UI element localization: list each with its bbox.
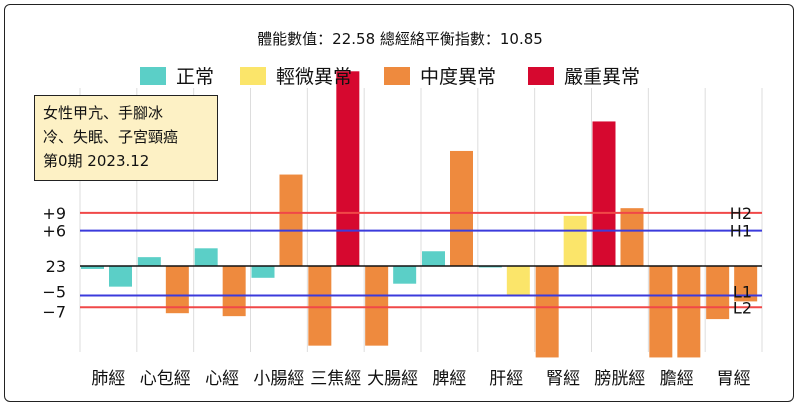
category-label: 三焦經 <box>310 369 361 389</box>
legend-label-moderate: 中度異常 <box>420 66 497 88</box>
bars <box>81 71 758 358</box>
reference-line-label: L1 <box>733 283 752 302</box>
category-label: 膽經 <box>660 369 694 389</box>
bar <box>422 251 445 266</box>
category-label: 肺經 <box>91 369 125 389</box>
category-label: 胃經 <box>717 369 751 389</box>
legend-swatch-mild <box>240 66 266 85</box>
y-tick-label: −5 <box>42 283 66 302</box>
reference-line-label: L2 <box>733 298 752 317</box>
legend: 正常 輕微異常 中度異常 嚴重異常 <box>0 62 800 90</box>
category-label: 膀胱經 <box>594 369 645 389</box>
y-tick-label: 23 <box>46 257 66 276</box>
category-label: 腎經 <box>546 369 580 389</box>
category-labels: 肺經 心包經 心經 小腸經 三焦經 大腸經 脾經 肝經 腎經 膀胱經 膽經 胃經 <box>91 369 750 389</box>
bar <box>365 266 389 346</box>
bar <box>563 215 587 266</box>
y-tick-label: +9 <box>42 204 66 223</box>
category-label: 大腸經 <box>367 369 418 389</box>
bar <box>592 121 616 266</box>
bar <box>109 266 132 287</box>
category-label: 心包經 <box>140 369 191 389</box>
legend-item-severe: 嚴重異常 <box>528 62 640 89</box>
reference-line-label: H2 <box>730 204 752 223</box>
category-label: 脾經 <box>432 369 466 389</box>
bar <box>165 266 189 314</box>
legend-swatch-severe <box>528 66 554 85</box>
category-label: 肝經 <box>489 369 523 389</box>
bar <box>81 266 104 269</box>
bar <box>450 150 473 266</box>
category-label: 心經 <box>205 369 239 389</box>
bar <box>677 266 701 358</box>
bar <box>649 266 673 358</box>
bar <box>279 174 303 266</box>
legend-item-normal: 正常 <box>140 62 214 89</box>
bar <box>706 266 730 320</box>
patient-note: 女性甲亢、手腳冰 冷、失眠、子宮頸癌 第0期 2023.12 <box>34 95 218 181</box>
bar <box>506 266 530 296</box>
y-tick-label: +6 <box>42 222 66 241</box>
y-tick-label: −7 <box>42 302 66 321</box>
legend-label-severe: 嚴重異常 <box>564 66 641 88</box>
chart-header: 體能數值：22.58 總經絡平衡指數：10.85 <box>257 30 543 48</box>
category-label: 小腸經 <box>253 369 304 389</box>
legend-item-moderate: 中度異常 <box>384 62 496 89</box>
bar <box>137 257 161 266</box>
reference-line-label: H1 <box>730 222 752 241</box>
bar <box>734 266 758 302</box>
legend-swatch-normal <box>140 66 166 85</box>
bar <box>336 71 360 266</box>
bar <box>194 248 218 266</box>
bar <box>393 266 417 284</box>
bar <box>620 208 644 266</box>
bar <box>535 266 559 358</box>
bar <box>251 266 275 278</box>
bar <box>222 266 246 317</box>
legend-label-normal: 正常 <box>176 66 215 88</box>
legend-label-mild: 輕微異常 <box>276 66 353 88</box>
bar <box>308 266 332 346</box>
legend-item-mild: 輕微異常 <box>240 62 352 89</box>
legend-swatch-moderate <box>384 66 410 85</box>
y-tick-labels: +9+6 23 −5−7 <box>42 204 66 321</box>
